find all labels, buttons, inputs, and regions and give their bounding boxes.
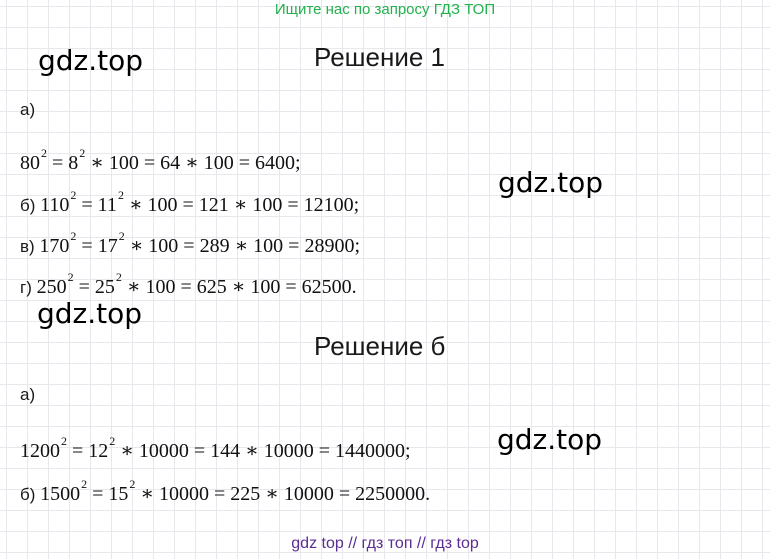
section-2-item-a-label: а)	[20, 385, 36, 404]
line-exp: 2	[70, 229, 77, 243]
top-banner: Ищите нас по запросу ГДЗ ТОП	[274, 1, 496, 18]
line-exp: 2	[61, 434, 67, 448]
line-base: 1500	[40, 483, 81, 505]
footer-links: gdz top // гдз топ // гдз top	[291, 535, 479, 552]
line-rest: ∗ 10000 = 144 ∗ 10000 = 1440000;	[115, 440, 411, 462]
watermark: gdz.top	[37, 297, 143, 330]
line-base: 1200	[20, 440, 60, 462]
line-base: 250	[36, 276, 67, 298]
line-mid-exp: 2	[109, 434, 116, 448]
line-base: 80	[20, 152, 40, 174]
line-mid-exp: 2	[118, 229, 125, 243]
watermark: gdz.top	[497, 423, 603, 456]
line-rest: ∗ 100 = 625 ∗ 100 = 62500.	[121, 276, 357, 298]
line-mid-base: 12	[88, 440, 109, 462]
section-2-line-1: 12002 = 122 ∗ 10000 = 144 ∗ 10000 = 1440…	[20, 434, 411, 462]
line-rest: ∗ 100 = 289 ∗ 100 = 28900;	[124, 235, 361, 257]
line-exp: 2	[41, 146, 47, 160]
line-rest: ∗ 100 = 64 ∗ 100 = 6400;	[85, 152, 301, 174]
section-1-line-1: 802 = 82 ∗ 100 = 64 ∗ 100 = 6400;	[20, 146, 301, 174]
line-mid-base: 25	[94, 276, 115, 298]
section-1-title: Решение 1	[314, 42, 446, 72]
line-mid-exp: 2	[117, 188, 124, 202]
line-label: б)	[20, 485, 41, 504]
section-1-line-3: в) 1702 = 172 ∗ 100 = 289 ∗ 100 = 28900;	[20, 229, 361, 257]
line-exp: 2	[81, 477, 88, 491]
line-mid-base: 8	[68, 152, 79, 174]
line-mid-exp: 2	[115, 270, 122, 284]
line-base: 110	[40, 194, 70, 216]
watermark: gdz.top	[38, 44, 144, 77]
line-mid-base: 17	[97, 235, 118, 257]
line-base: 170	[39, 235, 70, 257]
line-mid-exp: 2	[129, 477, 136, 491]
line-mid-base: 11	[97, 194, 117, 216]
line-exp: 2	[67, 270, 74, 284]
section-1-item-a-label: а)	[20, 100, 36, 119]
section-2-title: Решение б	[314, 331, 446, 361]
section-1-line-4: г) 2502 = 252 ∗ 100 = 625 ∗ 100 = 62500.	[20, 270, 357, 298]
line-rest: ∗ 100 = 121 ∗ 100 = 12100;	[123, 194, 360, 216]
line-label: б)	[20, 196, 41, 215]
line-label: г)	[20, 278, 37, 297]
line-mid-exp: 2	[79, 146, 86, 160]
section-2-line-2: б) 15002 = 152 ∗ 10000 = 225 ∗ 10000 = 2…	[20, 477, 431, 505]
watermark: gdz.top	[498, 166, 604, 199]
line-exp: 2	[70, 188, 77, 202]
line-rest: ∗ 10000 = 225 ∗ 10000 = 2250000.	[135, 483, 431, 505]
line-label: в)	[20, 237, 40, 256]
section-1-line-2: б) 1102 = 112 ∗ 100 = 121 ∗ 100 = 12100;	[20, 188, 360, 216]
line-mid-base: 15	[108, 483, 129, 505]
